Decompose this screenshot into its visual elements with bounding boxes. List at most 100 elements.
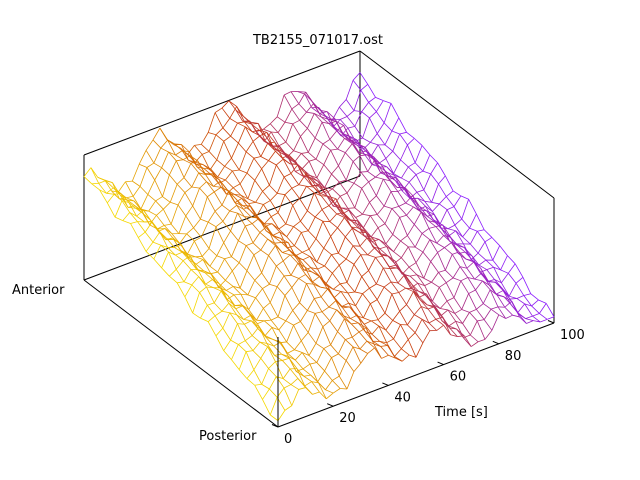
mesh-segment-time <box>222 210 231 222</box>
mesh-segment-position <box>313 283 322 298</box>
mesh-segment-position <box>204 272 213 280</box>
mesh-segment-position <box>256 131 265 142</box>
mesh-segment-position <box>283 176 293 189</box>
mesh-segment-position <box>421 145 431 156</box>
mesh-segment-position <box>111 190 120 200</box>
mesh-segment-position <box>346 116 356 127</box>
mesh-segment-time <box>259 132 268 137</box>
mesh-segment-position <box>338 252 347 260</box>
mesh-segment-time <box>399 214 407 218</box>
mesh-segment-time <box>230 122 238 137</box>
mesh-segment-position <box>394 263 403 275</box>
mesh-segment-position <box>129 212 138 222</box>
mesh-segment-position <box>323 247 332 255</box>
mesh-segment-time <box>246 369 255 379</box>
mesh-segment-position <box>356 315 365 325</box>
mesh-segment-position <box>423 189 432 203</box>
mesh-segment-position <box>317 381 326 391</box>
mesh-segment-position <box>321 121 331 140</box>
mesh-segment-position <box>414 332 424 344</box>
mesh-segment-position <box>270 319 280 331</box>
mesh-segment-position <box>398 117 407 133</box>
mesh-segment-position <box>299 302 308 311</box>
mesh-segment-position <box>363 148 372 157</box>
mesh-segment-position <box>238 142 247 153</box>
mesh-segment-position <box>320 296 330 308</box>
mesh-segment-time <box>367 159 375 172</box>
mesh-segment-time <box>470 252 479 260</box>
mesh-segment-position <box>351 226 360 233</box>
mesh-segment-time <box>453 195 462 207</box>
mesh-segment-time <box>507 263 516 274</box>
mesh-segment-time <box>298 274 306 279</box>
mesh-segment-position <box>168 251 177 270</box>
mesh-segment-position <box>224 258 233 272</box>
mesh-segment-position <box>214 210 224 222</box>
mesh-segment-time <box>533 320 541 323</box>
mesh-segment-position <box>252 242 262 251</box>
mesh-segment-time <box>106 194 115 204</box>
mesh-segment-position <box>359 72 369 85</box>
mesh-segment-position <box>301 153 310 162</box>
mesh-segment-position <box>420 210 429 221</box>
mesh-segment-position <box>275 245 284 262</box>
mesh-segment-time <box>367 347 375 354</box>
mesh-segment-time <box>406 291 414 305</box>
mesh-segment-position <box>390 103 400 119</box>
mesh-segment-time <box>253 249 262 256</box>
mesh-segment-position <box>424 201 433 212</box>
mesh-segment-position <box>344 318 353 338</box>
mesh-segment-time <box>169 160 177 176</box>
mesh-segment-position <box>221 310 230 314</box>
mesh-segment-position <box>290 91 300 104</box>
mesh-segment-time <box>306 298 315 311</box>
mesh-segment-position <box>532 315 541 323</box>
mesh-segment-time <box>337 138 345 150</box>
mesh-segment-time <box>309 362 317 365</box>
mesh-segment-position <box>180 250 189 258</box>
mesh-segment-time <box>247 280 256 296</box>
mesh-segment-position <box>219 287 229 296</box>
mesh-segment-position <box>136 215 145 223</box>
mesh-segment-position <box>200 236 210 249</box>
mesh-segment-time <box>248 201 256 205</box>
mesh-segment-position <box>304 170 313 182</box>
mesh-segment-time <box>132 186 141 197</box>
mesh-segment-time <box>176 159 184 162</box>
mesh-segment-time <box>199 286 207 293</box>
mesh-segment-position <box>407 166 417 175</box>
mesh-segment-time <box>512 314 520 318</box>
mesh-segment-time <box>287 349 295 354</box>
mesh-segment-position <box>376 299 386 314</box>
mesh-segment-time <box>428 220 436 223</box>
mesh-segment-time <box>276 176 285 194</box>
mesh-segment-time <box>114 193 122 195</box>
mesh-segment-time <box>308 158 317 162</box>
mesh-segment-time <box>384 130 393 146</box>
mesh-segment-time <box>401 354 410 362</box>
mesh-segment-position <box>137 221 146 233</box>
mesh-segment-time <box>284 405 293 411</box>
mesh-segment-position <box>381 164 390 180</box>
mesh-segment-position <box>270 131 280 146</box>
plot-box-front <box>277 322 555 428</box>
mesh-segment-time <box>532 313 540 317</box>
mesh-segment-position <box>271 223 281 233</box>
mesh-segment-time <box>207 112 216 133</box>
mesh-segment-position <box>422 251 431 262</box>
mesh-segment-time <box>245 223 253 227</box>
mesh-segment-time <box>389 264 397 268</box>
mesh-segment-position <box>211 273 220 285</box>
mesh-segment-time <box>408 162 416 168</box>
mesh-segment-time <box>235 109 244 122</box>
mesh-segment-position <box>205 283 214 288</box>
mesh-segment-time <box>476 303 484 310</box>
mesh-segment-position <box>495 282 504 291</box>
mesh-segment-position <box>160 147 169 153</box>
mesh-segment-time <box>215 127 224 136</box>
mesh-segment-time <box>500 255 508 271</box>
mesh-segment-time <box>509 298 517 300</box>
mesh-segment-time <box>393 324 401 340</box>
mesh-segment-position <box>322 143 331 151</box>
mesh-segment-time <box>484 237 493 243</box>
